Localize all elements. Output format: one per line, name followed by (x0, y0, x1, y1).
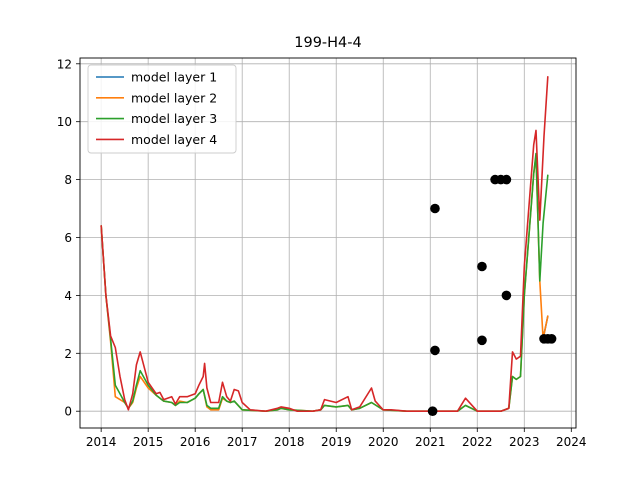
y-tick-label: 4 (64, 289, 72, 303)
x-tick-label: 2014 (86, 435, 117, 449)
y-tick-label: 0 (64, 405, 72, 419)
y-tick-label: 6 (64, 231, 72, 245)
legend-label: model layer 2 (131, 90, 217, 105)
observation-point (477, 261, 487, 272)
legend-entries: model layer 1 model layer 2 model layer 3 m… (96, 70, 217, 147)
x-tick-label: 2021 (415, 435, 446, 449)
chart-title: 199-H4-4 (294, 35, 362, 51)
x-tick-label: 2019 (321, 435, 352, 449)
legend: model layer 1 model layer 2 model layer 3 m… (87, 64, 237, 154)
observation-point (501, 174, 512, 185)
series-line-layer-2 (100, 155, 549, 412)
x-tick-label: 2024 (556, 435, 587, 449)
y-tick-label: 8 (64, 173, 72, 187)
x-tick-label: 2016 (180, 435, 211, 449)
observation-point (430, 345, 440, 356)
legend-box (87, 64, 237, 154)
axis-ticks: 2014 2015 2016 2017 2018 2019 2020 2021 2022 2023… (57, 57, 587, 449)
observation-point (427, 406, 438, 417)
legend-label: model layer 3 (131, 111, 217, 126)
x-tick-label: 2020 (368, 435, 399, 449)
x-tick-label: 2023 (509, 435, 540, 449)
x-tick-label: 2017 (227, 435, 258, 449)
x-tick-label: 2018 (274, 435, 305, 449)
plot-frame (79, 57, 577, 429)
series-line-layer-3 (100, 152, 549, 412)
observation-point (501, 290, 512, 301)
observation-point (477, 335, 487, 346)
legend-label: model layer 4 (131, 132, 217, 147)
series-lines (100, 76, 549, 412)
y-tick-label: 10 (57, 115, 72, 129)
observation-point (546, 334, 557, 344)
x-tick-label: 2015 (133, 435, 164, 449)
observation-points (427, 174, 557, 417)
y-tick-label: 12 (57, 57, 72, 71)
grid (80, 58, 576, 428)
y-tick-label: 2 (64, 347, 72, 361)
series-line-layer-4 (100, 76, 549, 412)
x-tick-label: 2022 (462, 435, 493, 449)
observation-point (430, 203, 440, 214)
legend-label: model layer 1 (131, 70, 217, 85)
